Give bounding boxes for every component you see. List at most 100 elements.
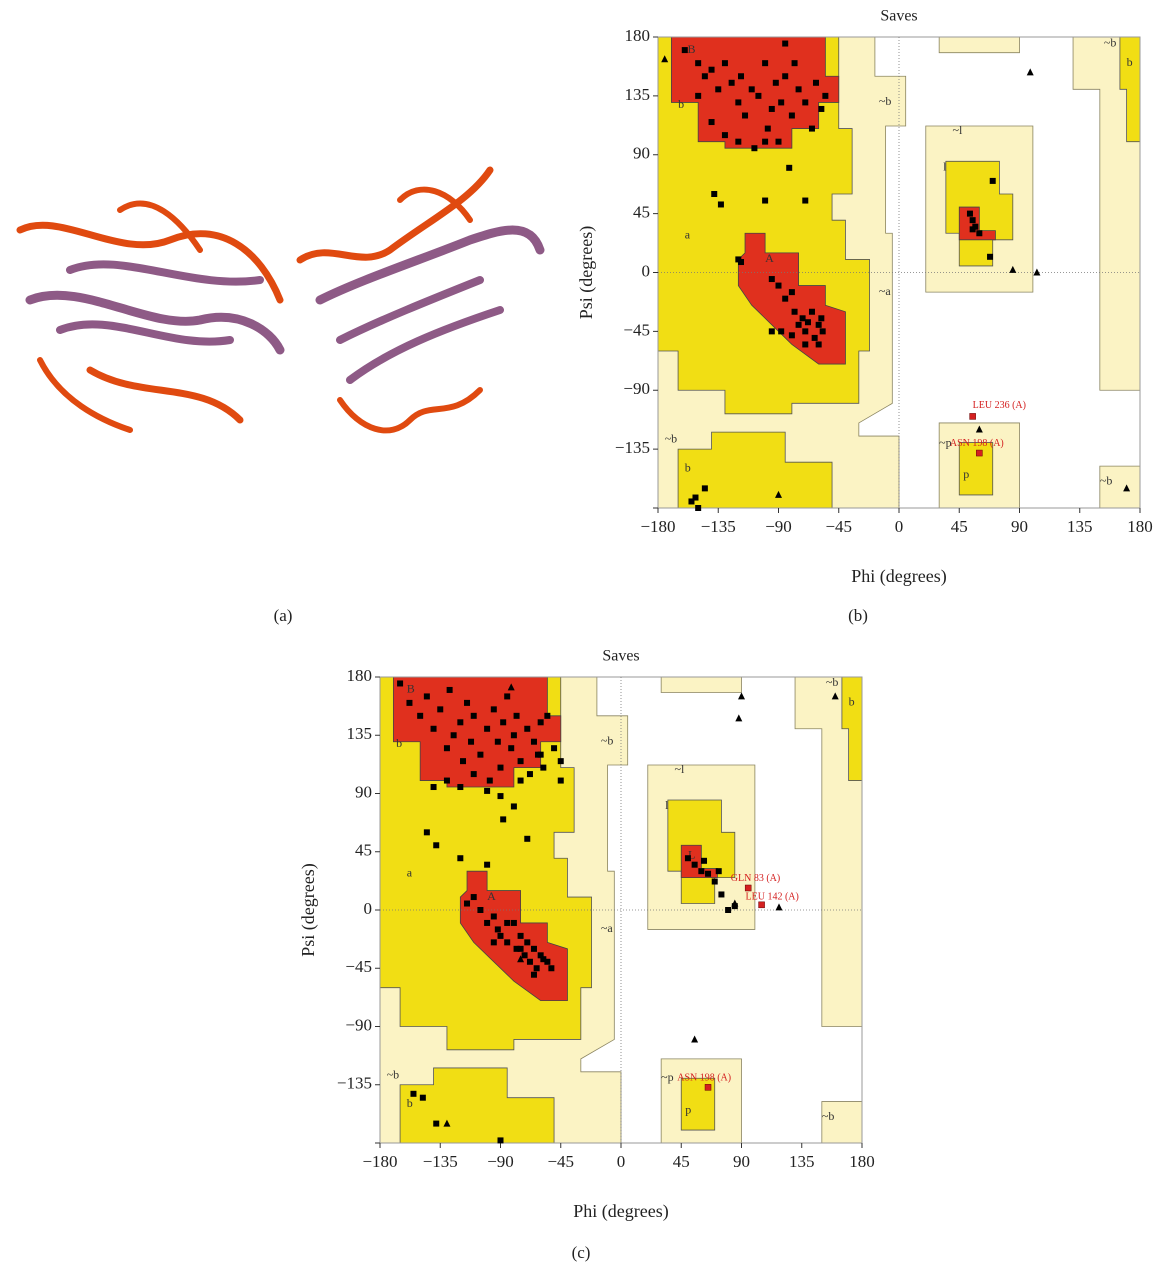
point	[722, 60, 728, 66]
x-tick-label: −135	[701, 517, 736, 536]
point	[802, 328, 808, 334]
point	[471, 894, 477, 900]
point	[778, 99, 784, 105]
point	[729, 80, 735, 86]
point	[464, 901, 470, 907]
y-tick-label: 45	[355, 841, 372, 860]
point	[457, 855, 463, 861]
point	[782, 41, 788, 47]
point	[800, 315, 806, 321]
point	[738, 73, 744, 79]
panel-label: (b)	[848, 606, 868, 625]
point	[709, 67, 715, 73]
point	[762, 60, 768, 66]
point	[1033, 269, 1040, 276]
point	[508, 745, 514, 751]
point	[495, 926, 501, 932]
x-tick-label: −90	[487, 1152, 514, 1171]
point	[738, 692, 745, 699]
point	[745, 885, 751, 891]
point	[789, 289, 795, 295]
point	[491, 913, 497, 919]
point	[776, 283, 782, 289]
point	[735, 139, 741, 145]
point	[749, 86, 755, 92]
point	[484, 862, 490, 868]
x-tick-label: 135	[789, 1152, 815, 1171]
region-label: a	[407, 866, 413, 880]
point	[805, 319, 811, 325]
point	[498, 933, 504, 939]
point	[705, 871, 711, 877]
point	[716, 868, 722, 874]
point	[809, 309, 815, 315]
point	[789, 332, 795, 338]
point	[551, 745, 557, 751]
annotation: ASN 198 (A)	[950, 438, 1004, 449]
region-label: a	[685, 228, 691, 242]
point	[735, 714, 742, 721]
point	[816, 322, 822, 328]
point	[802, 198, 808, 204]
y-tick-label: −135	[337, 1074, 372, 1093]
point	[692, 862, 698, 868]
annotation: GLN 83 (A)	[731, 873, 780, 884]
point	[451, 732, 457, 738]
point	[695, 93, 701, 99]
point	[813, 80, 819, 86]
point	[802, 99, 808, 105]
x-tick-label: 45	[951, 517, 968, 536]
point	[695, 60, 701, 66]
x-tick-label: −45	[547, 1152, 574, 1171]
point	[437, 706, 443, 712]
point	[498, 793, 504, 799]
annotation: LEU 236 (A)	[973, 400, 1026, 411]
point	[738, 259, 744, 265]
point	[718, 891, 724, 897]
point	[406, 700, 412, 706]
x-tick-label: 0	[617, 1152, 626, 1171]
y-tick-label: 180	[625, 26, 651, 45]
point	[701, 858, 707, 864]
point	[548, 965, 554, 971]
chart-title: Saves	[880, 8, 917, 25]
point	[970, 413, 976, 419]
region-label: ~l	[953, 123, 963, 137]
point	[522, 952, 528, 958]
region-label: ~p	[661, 1070, 674, 1084]
point	[424, 829, 430, 835]
point	[705, 1084, 711, 1090]
point	[792, 60, 798, 66]
point	[762, 198, 768, 204]
region-label: ~b	[1100, 474, 1113, 488]
point	[424, 693, 430, 699]
y-tick-label: −45	[623, 320, 650, 339]
region-label: b	[407, 1096, 413, 1110]
region-label: A	[765, 251, 774, 265]
panel-label: (a)	[274, 606, 293, 625]
point	[970, 226, 976, 232]
point	[812, 335, 818, 341]
point	[822, 93, 828, 99]
point	[524, 726, 530, 732]
point	[725, 907, 731, 913]
point	[484, 788, 490, 794]
y-tick-label: 135	[625, 85, 651, 104]
point	[431, 784, 437, 790]
y-tick-label: −135	[615, 438, 650, 457]
y-tick-label: 180	[347, 666, 373, 685]
point	[715, 86, 721, 92]
annotation: LEU 142 (A)	[746, 891, 799, 902]
point	[809, 126, 815, 132]
y-tick-label: −45	[345, 957, 372, 976]
region-label: ~b	[665, 432, 678, 446]
point	[802, 341, 808, 347]
point	[524, 836, 530, 842]
x-tick-label: −180	[362, 1152, 397, 1171]
y-tick-label: 45	[633, 203, 650, 222]
point	[735, 99, 741, 105]
x-tick-label: 0	[895, 517, 904, 536]
point	[527, 959, 533, 965]
point	[457, 719, 463, 725]
point	[769, 328, 775, 334]
